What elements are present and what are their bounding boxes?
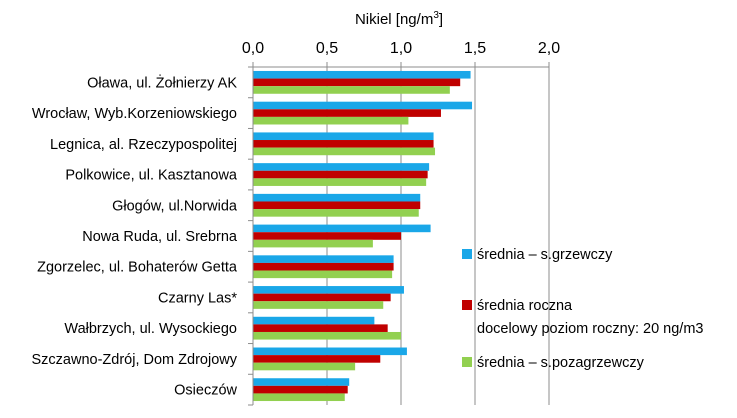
category-label: Osieczów	[174, 383, 237, 399]
bar-annual-mean	[253, 262, 394, 271]
bar-non-heating-season	[253, 209, 419, 217]
bar-non-heating-season	[253, 362, 356, 371]
x-tick-label: 1,5	[464, 40, 486, 57]
legend-swatch-annual-mean	[462, 300, 472, 310]
bar-heating-season	[253, 163, 430, 171]
legend-label-non-heating-season: średnia – s.pozagrzewczy	[477, 355, 645, 371]
axis-title: Nikiel [ng/m3]	[355, 10, 443, 28]
bar-annual-mean	[253, 324, 388, 332]
bar-non-heating-season	[253, 86, 450, 94]
category-label: Nowa Ruda, ul. Srebrna	[82, 229, 238, 245]
bar-heating-season	[253, 255, 394, 263]
category-label: Czarny Las*	[158, 290, 237, 306]
category-label: Polkowice, ul. Kasztanowa	[65, 168, 238, 184]
bar-non-heating-season	[253, 239, 373, 248]
axis-title-main: Nikiel [ng/m	[355, 11, 433, 28]
category-label: Legnica, al. Rzeczypospolitej	[50, 137, 237, 153]
legend-label-heating-season: średnia – s.grzewczy	[477, 247, 613, 263]
bar-non-heating-season	[253, 301, 384, 309]
bar-non-heating-season	[253, 178, 427, 186]
bar-non-heating-season	[253, 270, 393, 279]
bar-annual-mean	[253, 232, 401, 240]
bar-heating-season	[253, 224, 431, 233]
axis-title-sup: 3	[433, 10, 439, 21]
bar-heating-season	[253, 193, 421, 202]
bar-annual-mean	[253, 355, 381, 363]
bar-annual-mean	[253, 293, 391, 302]
legend-swatch-heating-season	[462, 249, 472, 259]
x-tick-label: 0,0	[242, 40, 264, 57]
bar-heating-season	[253, 347, 407, 356]
bar-heating-season	[253, 316, 375, 325]
bar-non-heating-season	[253, 116, 409, 125]
x-tick-label: 0,5	[316, 40, 338, 57]
bar-annual-mean	[253, 109, 441, 117]
bar-heating-season	[253, 101, 473, 110]
bar-non-heating-season	[253, 331, 401, 340]
axis-title-end: ]	[439, 11, 443, 28]
bar-annual-mean	[253, 170, 428, 179]
category-label: Wałbrzych, ul. Wysockiego	[64, 321, 237, 337]
bar-annual-mean	[253, 385, 348, 394]
category-label: Wrocław, Wyb.Korzeniowskiego	[32, 106, 237, 122]
legend-swatch-non-heating-season	[462, 357, 472, 367]
bar-annual-mean	[253, 201, 421, 210]
bar-heating-season	[253, 286, 404, 294]
x-tick-label: 1,0	[390, 40, 412, 57]
bar-non-heating-season	[253, 147, 436, 156]
bar-heating-season	[253, 70, 471, 79]
bar-annual-mean	[253, 140, 434, 148]
category-label: Szczawno-Zdrój, Dom Zdrojowy	[32, 352, 238, 368]
category-label: Zgorzelec, ul. Bohaterów Getta	[37, 260, 238, 276]
bar-non-heating-season	[253, 393, 345, 402]
legend-label-target-level: docelowy poziom roczny: 20 ng/m3	[477, 321, 703, 337]
category-label: Oława, ul. Żołnierzy AK	[87, 73, 237, 91]
bar-heating-season	[253, 378, 350, 386]
category-label: Głogów, ul.Norwida	[112, 198, 238, 214]
legend-label-annual-mean: średnia roczna	[477, 298, 573, 314]
bar-annual-mean	[253, 78, 461, 87]
x-tick-label: 2,0	[538, 40, 560, 57]
bar-heating-season	[253, 132, 434, 141]
